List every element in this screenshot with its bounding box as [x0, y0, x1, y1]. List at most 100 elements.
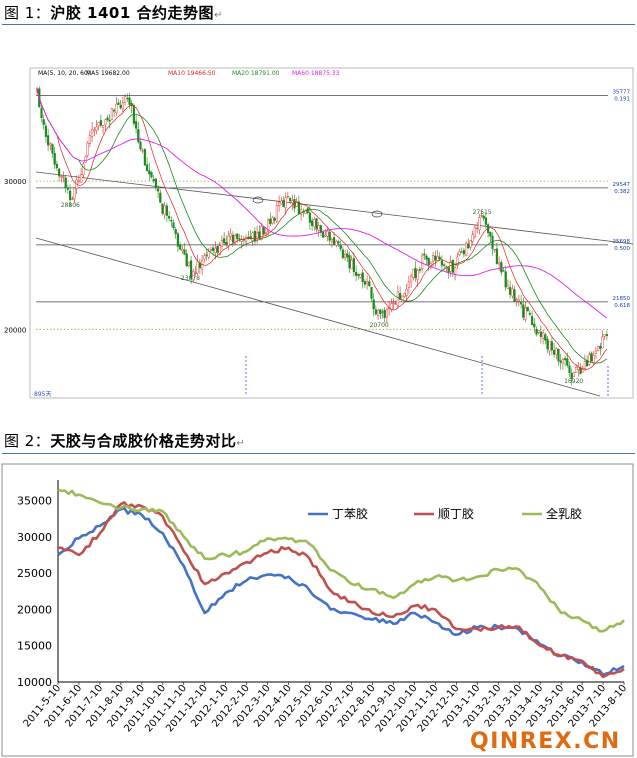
candle-body [605, 334, 608, 337]
candle-body [594, 350, 597, 354]
candle-body [198, 262, 201, 269]
candle-body [90, 129, 94, 137]
candle-body [346, 253, 349, 258]
candle-body [123, 96, 127, 103]
candle-body [423, 253, 426, 256]
candle-body [361, 272, 364, 282]
candle-body [478, 217, 481, 231]
candle-body [185, 253, 188, 267]
candle-body [410, 275, 413, 282]
candle-body [137, 129, 140, 143]
candle-body [278, 201, 281, 207]
candle-body [194, 272, 197, 274]
candle-body [286, 196, 289, 198]
candle-body [337, 241, 340, 244]
candle-body [425, 255, 428, 260]
price-tick-label: 30000 [4, 178, 26, 186]
price-annotation: 23878 [181, 275, 200, 282]
candle-body [93, 129, 96, 132]
figure2-caption-title: 天胶与合成胶价格走势对比 [50, 432, 237, 450]
candle-body [269, 218, 272, 225]
candle-body [575, 367, 578, 373]
candle-body [603, 334, 606, 337]
candle-body [517, 299, 520, 302]
fib-level-ratio: 0.618 [614, 303, 630, 309]
candle-body [71, 198, 74, 200]
candle-body [531, 316, 534, 325]
candle-body [597, 346, 600, 351]
candle-body [333, 237, 336, 245]
trendline-lower [35, 237, 601, 397]
candle-body [370, 287, 373, 299]
indicator-label: MA(5, 10, 20, 60) [38, 70, 90, 77]
candle-body [577, 366, 580, 370]
candle-body [561, 359, 564, 364]
figure2-caption-rule [2, 453, 635, 454]
candle-body [377, 310, 380, 316]
candle-body [363, 281, 366, 285]
fib-level-price: 29547 [613, 182, 631, 188]
price-annotation: 16920 [564, 378, 583, 385]
candle-body [506, 285, 509, 289]
candle-body [119, 104, 122, 109]
candle-body [275, 205, 278, 222]
candle-body [533, 323, 536, 328]
series-line [57, 488, 625, 633]
candle-body [148, 170, 151, 175]
trend-marker-circle [252, 196, 264, 204]
candle-body [449, 261, 452, 272]
candle-body [229, 233, 232, 237]
candle-body [511, 288, 514, 297]
candle-body [115, 103, 118, 114]
figure2-axes: 1000015000200002500030000350002011-5-102… [17, 480, 629, 734]
candle-body [66, 188, 69, 190]
y-tick-label: 15000 [17, 640, 52, 653]
legend-label: 丁苯胶 [332, 506, 368, 521]
candle-body [469, 240, 472, 248]
candle-body [381, 311, 384, 313]
trendline-upper [35, 171, 634, 245]
figure1-caption-rule [2, 24, 635, 25]
candle-body [520, 301, 523, 305]
candle-body [509, 287, 512, 295]
candle-body [108, 119, 111, 122]
candle-body [233, 235, 237, 244]
candle-body [456, 256, 459, 266]
candle-body [256, 232, 259, 241]
candle-body [117, 102, 120, 105]
candle-body [218, 245, 221, 255]
candle-body [344, 254, 347, 259]
candle-body [581, 369, 584, 373]
candle-body [77, 179, 80, 182]
candle-body [548, 340, 551, 352]
candle-body [214, 247, 217, 254]
candle-body [412, 269, 415, 278]
ma20-line [36, 88, 608, 364]
candle-body [313, 219, 316, 227]
candle-body [82, 163, 85, 176]
indicator-value: MA10 19466.50 [168, 70, 216, 77]
candle-body [443, 264, 446, 266]
price-annotation: 20700 [370, 322, 389, 329]
candle-body [267, 219, 270, 232]
candle-body [251, 232, 254, 242]
candle-body [454, 267, 457, 275]
candle-body [460, 251, 463, 253]
candle-body [189, 260, 193, 279]
candle-body [557, 349, 560, 362]
figure1-caption-title: 沪胶 1401 合约走势图 [50, 4, 215, 22]
candle-body [284, 197, 287, 209]
candle-body [42, 119, 45, 125]
candle-body [322, 232, 325, 238]
candle-body [44, 125, 47, 137]
candle-body [264, 232, 267, 235]
figure1-moving-averages [36, 88, 608, 370]
candle-body [55, 163, 58, 169]
y-tick-label: 10000 [17, 676, 52, 689]
candle-body [524, 307, 527, 320]
candle-body [51, 144, 54, 154]
candle-body [183, 249, 186, 255]
candle-body [86, 142, 89, 156]
candle-body [152, 179, 155, 181]
figure2-caption-prefix: 图 2： [4, 432, 51, 450]
